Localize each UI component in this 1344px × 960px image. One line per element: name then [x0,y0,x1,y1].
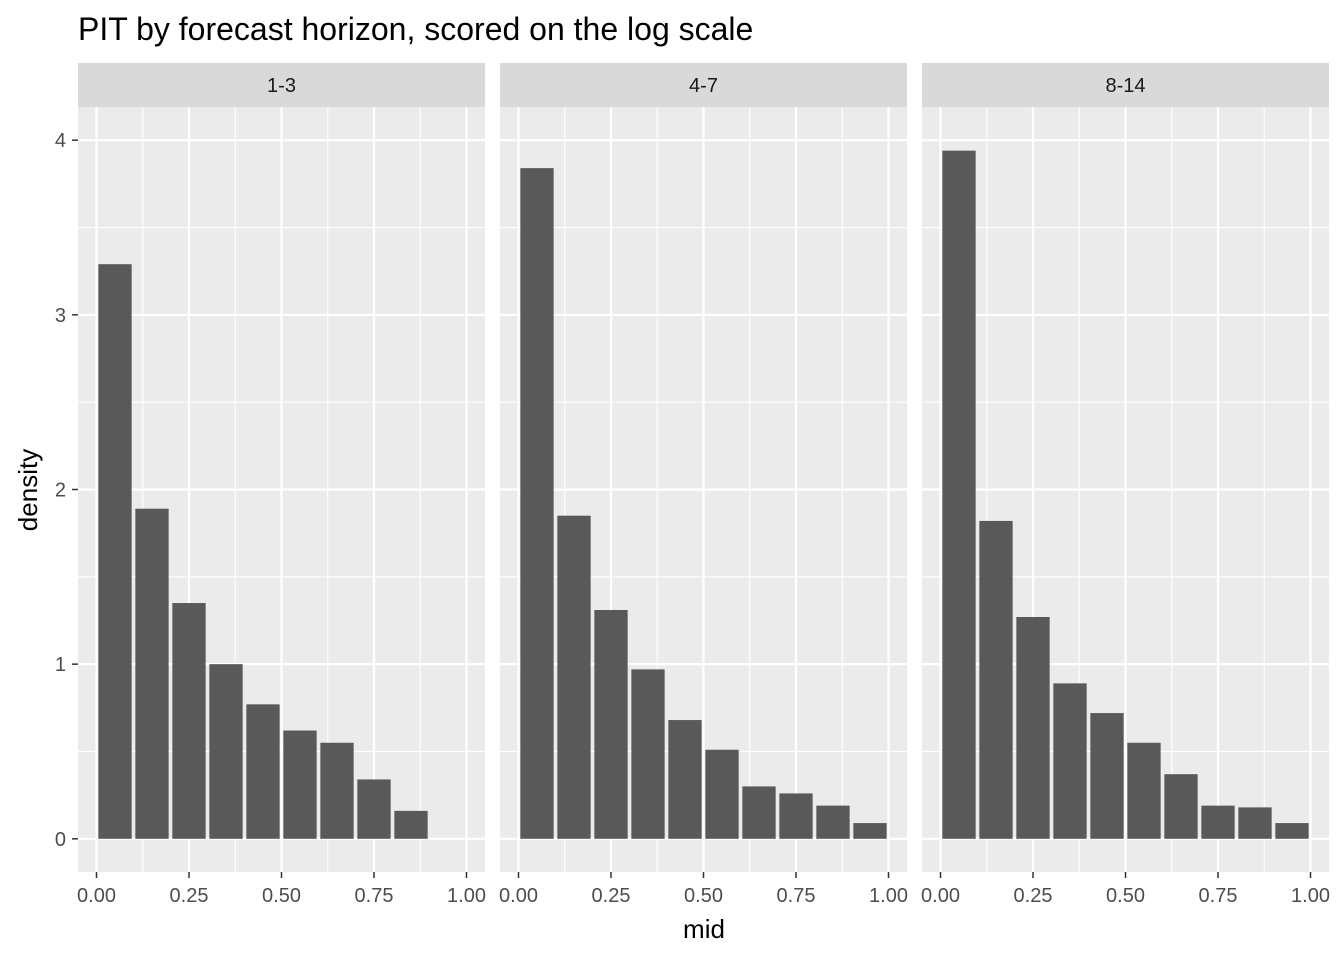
bar [1090,713,1124,839]
panel-8-14: 8-14 [922,63,1329,872]
facet-strip [78,63,485,107]
bar [1201,805,1235,839]
bar [942,150,976,839]
bar [631,669,665,839]
x-tick-label: 0.25 [1014,885,1053,907]
bar [394,810,428,839]
y-tick-label: 2 [55,480,66,502]
facet-strip-label: 8-14 [1105,75,1145,97]
bar [1275,823,1309,839]
y-tick-label: 1 [55,654,66,676]
bar [1127,742,1161,839]
x-tick-label: 0.25 [592,885,631,907]
x-tick-label: 1.00 [869,885,908,907]
bar [779,793,813,839]
x-axis-8-14: 0.00 0.25 0.50 0.75 1.00 [921,872,1330,907]
y-axis-title: density [13,449,43,531]
x-tick-label: 0.00 [499,885,538,907]
facet-strip-label: 4-7 [689,75,718,97]
facet-strip [922,63,1329,107]
bar [520,168,554,839]
x-axis-1-3: 0.00 0.25 0.50 0.75 1.00 [77,872,486,907]
bar [705,749,739,839]
x-axis-4-7: 0.00 0.25 0.50 0.75 1.00 [499,872,908,907]
bar [1053,683,1087,839]
x-tick-label: 0.50 [684,885,723,907]
bar [1016,617,1050,839]
bar [172,603,206,839]
chart-title: PIT by forecast horizon, scored on the l… [78,11,753,47]
x-tick-label: 0.50 [1106,885,1145,907]
y-axis: 0 1 2 3 4 [55,130,78,851]
y-tick-label: 3 [55,305,66,327]
bar [742,786,776,839]
facet-strip-label: 1-3 [267,75,296,97]
bar [283,730,317,839]
bar [853,823,887,839]
panel-4-7: 4-7 [500,63,907,872]
x-tick-label: 1.00 [1291,885,1330,907]
bar [668,720,702,839]
x-axis-title: mid [683,914,725,944]
bar [1238,807,1272,839]
bar [320,742,354,839]
y-tick-label: 4 [55,130,66,152]
x-tick-label: 0.00 [921,885,960,907]
y-tick-label: 0 [55,829,66,851]
bar [594,610,628,839]
bar [98,264,132,839]
x-tick-label: 0.25 [170,885,209,907]
x-tick-label: 0.50 [262,885,301,907]
x-axes: 0.00 0.25 0.50 0.75 1.00 0.00 0.25 0.50 0.75 1.00… [77,872,1330,907]
x-tick-label: 0.00 [77,885,116,907]
panel-1-3: 1-3 [78,63,485,872]
bar [135,508,169,839]
facet-panels: 1-3 4-7 8-14 [78,63,1329,872]
facet-strip [500,63,907,107]
bar [246,704,280,839]
bar [209,664,243,839]
bar [816,805,850,839]
bar [557,515,591,839]
x-tick-label: 0.75 [1199,885,1238,907]
bar [979,520,1013,839]
x-tick-label: 1.00 [447,885,486,907]
x-tick-label: 0.75 [355,885,394,907]
x-tick-label: 0.75 [777,885,816,907]
bar [357,779,391,839]
bar [1164,774,1198,839]
